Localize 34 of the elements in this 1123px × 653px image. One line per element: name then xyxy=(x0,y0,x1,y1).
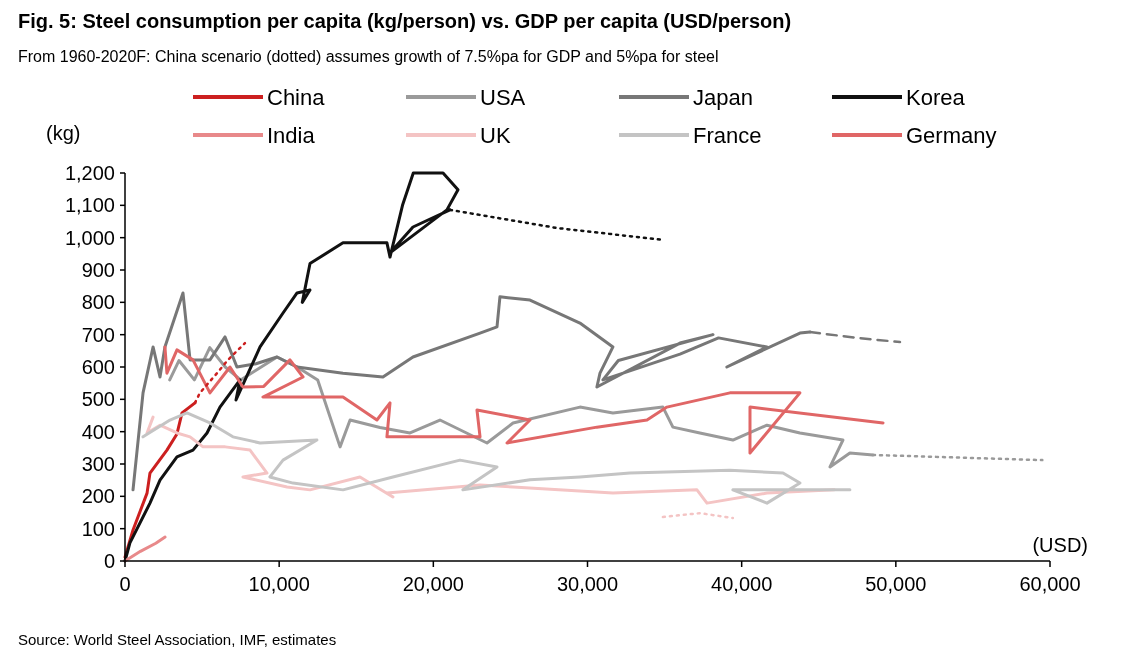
y-tick-label: 0 xyxy=(103,550,115,572)
y-tick-label: 700 xyxy=(81,323,115,346)
y-tick-label: 1,100 xyxy=(64,194,115,217)
source-note: Source: World Steel Association, IMF, estimates xyxy=(18,631,337,648)
y-tick-label: 600 xyxy=(81,356,115,378)
legend-label: India xyxy=(267,123,316,148)
x-tick-label: 10,000 xyxy=(248,573,310,595)
line-series xyxy=(123,535,167,563)
x-tick-label: 60,000 xyxy=(1019,573,1081,595)
y-tick-label: 400 xyxy=(81,420,115,443)
x-tick-label: 40,000 xyxy=(711,573,773,595)
chart-title: Fig. 5: Steel consumption per capita (kg/person) vs. GDP per capita (USD/person) xyxy=(18,10,792,32)
y-tick-label: 900 xyxy=(81,259,115,281)
legend-label: China xyxy=(267,85,326,110)
legend-label: USA xyxy=(480,85,526,110)
y-tick-label: 800 xyxy=(81,291,115,314)
legend-label: Japan xyxy=(693,85,753,110)
x-axis-title: (USD) xyxy=(1032,534,1088,556)
legend-label: UK xyxy=(480,123,511,148)
legend-label: France xyxy=(693,123,762,148)
y-tick-label: 500 xyxy=(81,388,115,411)
y-tick-label: 1,200 xyxy=(64,162,115,184)
x-tick-label: 30,000 xyxy=(556,573,619,595)
legend-label: Korea xyxy=(906,85,966,110)
x-tick-label: 0 xyxy=(119,573,131,595)
y-tick-label: 1,000 xyxy=(64,226,115,249)
y-tick-label: 100 xyxy=(81,517,115,540)
x-tick-label: 50,000 xyxy=(865,573,927,595)
y-tick-label: 200 xyxy=(81,485,115,508)
legend-label: Germany xyxy=(906,123,997,148)
x-tick-label: 20,000 xyxy=(402,573,464,595)
y-tick-label: 300 xyxy=(81,453,115,475)
y-axis-title: (kg) xyxy=(46,122,81,144)
chart-subtitle: From 1960-2020F: China scenario (dotted) assumes growth of 7.5%pa for GDP and 5%pa for steel xyxy=(18,48,719,65)
